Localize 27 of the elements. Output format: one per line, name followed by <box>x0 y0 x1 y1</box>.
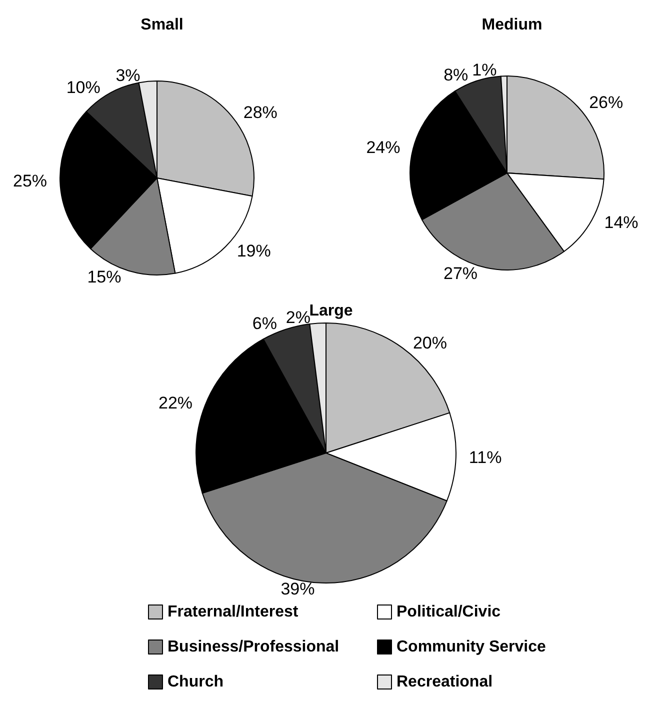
data-label: 20% <box>412 333 447 352</box>
data-label: 15% <box>87 267 122 286</box>
legend-label: Business/Professional <box>168 638 340 656</box>
legend-label: Recreational <box>396 674 493 690</box>
legend-label: Community Service <box>396 638 546 656</box>
data-label: 11% <box>468 448 502 467</box>
slice-label: Medium <box>482 16 542 34</box>
data-label: 1% <box>472 60 497 80</box>
slice-label: Small <box>140 16 184 34</box>
legend-label: Church <box>168 674 224 690</box>
legend-label: Political/Civic <box>396 604 501 620</box>
data-label: 39% <box>280 579 315 598</box>
data-label: 14% <box>604 213 638 232</box>
data-label: 27% <box>444 264 478 284</box>
data-label: 19% <box>236 241 271 260</box>
data-label: 26% <box>589 92 624 112</box>
data-label: 2% <box>286 308 310 327</box>
slice-label: Large <box>309 302 353 320</box>
data-label: 24% <box>366 138 400 157</box>
data-label: 8% <box>444 66 468 85</box>
data-label: 22% <box>158 393 193 412</box>
data-label: 28% <box>243 102 278 122</box>
data-label: 10% <box>66 78 100 98</box>
legend-label: Fraternal/Interest <box>168 604 299 620</box>
data-label: 3% <box>116 66 140 85</box>
data-label: 25% <box>13 172 48 191</box>
data-label: 6% <box>252 314 277 334</box>
